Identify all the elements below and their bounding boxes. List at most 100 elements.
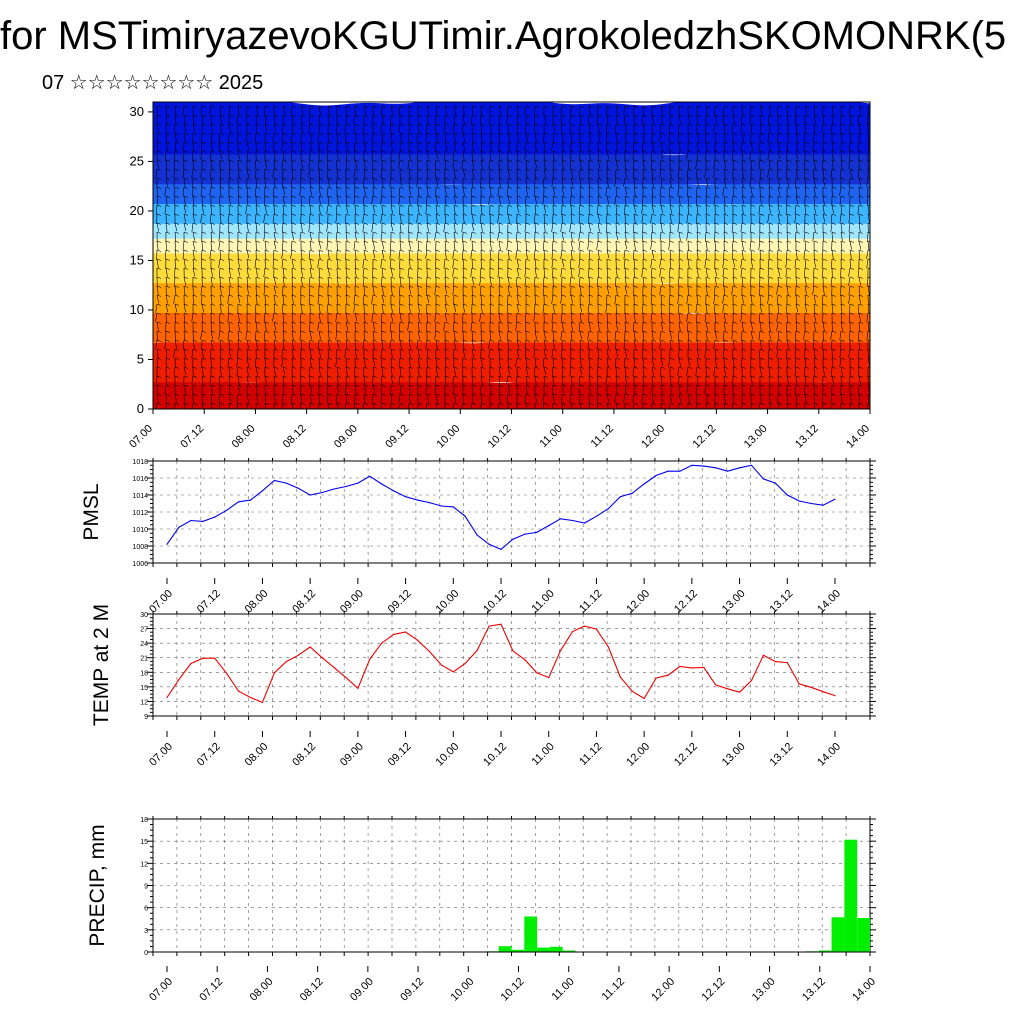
- wind-barb-flag: [687, 321, 693, 324]
- wind-barb-flag: [471, 348, 477, 351]
- wind-barb-flag: [246, 375, 252, 378]
- wind-barb: [632, 222, 635, 233]
- wind-barb: [588, 375, 591, 385]
- wind-barb-flag: [651, 258, 657, 261]
- wind-barb-flag: [588, 366, 594, 369]
- wind-barb-flag: [453, 213, 459, 216]
- wind-barb: [659, 330, 662, 341]
- wind-barb-flag: [498, 312, 504, 315]
- wind-barb: [237, 150, 241, 160]
- wind-barb-flag: [354, 123, 360, 126]
- wind-barb-flag: [363, 168, 369, 171]
- wind-barb: [659, 195, 662, 206]
- wind-barb: [696, 357, 699, 367]
- wind-barb: [605, 213, 608, 224]
- wind-barb-flag: [408, 330, 414, 333]
- wind-barb: [218, 258, 221, 268]
- wind-barb: [183, 285, 186, 296]
- wind-barb: [785, 168, 788, 179]
- wind-barb: [722, 294, 725, 304]
- wind-barb-flag: [210, 285, 216, 288]
- wind-barb-flag: [597, 258, 603, 261]
- wind-barb: [804, 276, 807, 286]
- wind-barb-flag: [525, 321, 531, 324]
- wind-barb-flag: [300, 294, 306, 297]
- wind-barb: [443, 258, 446, 269]
- wind-barb-flag: [336, 249, 342, 252]
- wind-barb: [524, 267, 527, 278]
- wind-barb-flag: [723, 267, 729, 270]
- wind-barb: [444, 348, 447, 359]
- wind-barb: [624, 384, 627, 395]
- wind-barb-flag: [183, 357, 189, 360]
- wind-barb: [228, 132, 230, 143]
- wind-barb-flag: [534, 258, 540, 261]
- wind-barb-flag: [255, 186, 261, 189]
- wind-barb-flag: [786, 150, 792, 153]
- wind-barb-flag: [741, 114, 747, 117]
- wind-barb-flag: [327, 366, 333, 369]
- wind-barb-flag: [381, 114, 387, 117]
- wind-barb-flag: [165, 339, 171, 342]
- wind-barb-flag: [228, 159, 234, 162]
- wind-barb: [749, 105, 752, 115]
- wind-barb-flag: [462, 267, 468, 270]
- wind-barb-flag: [372, 249, 378, 252]
- wind-barb-flag: [390, 267, 396, 270]
- wind-barb-flag: [300, 402, 306, 405]
- wind-barb: [453, 168, 456, 178]
- wind-barb: [650, 267, 653, 278]
- wind-barb: [579, 159, 582, 170]
- wind-barb-flag: [732, 321, 738, 324]
- wind-barb-flag: [525, 348, 531, 351]
- wind-barb-flag: [588, 168, 594, 171]
- wind-barb: [246, 141, 250, 151]
- wind-barb-flag: [444, 222, 450, 225]
- wind-barb-flag: [381, 204, 387, 207]
- wind-barb: [606, 123, 608, 134]
- wind-barb-flag: [453, 285, 459, 288]
- wind-barb: [219, 213, 222, 224]
- wind-barb-flag: [786, 213, 792, 216]
- wind-barb-flag: [741, 276, 747, 279]
- wind-barb-flag: [246, 141, 252, 144]
- wind-barb-flag: [480, 402, 486, 405]
- wind-barb: [786, 213, 789, 224]
- wind-barb-flag: [804, 114, 810, 117]
- wind-barb-flag: [732, 402, 738, 405]
- wind-barb: [606, 195, 609, 205]
- wind-barb: [417, 330, 421, 340]
- wind-barb: [686, 177, 689, 188]
- wind-barb-flag: [696, 357, 702, 360]
- wind-barb: [686, 249, 689, 260]
- wind-barb-flag: [795, 114, 801, 117]
- wind-barb: [686, 312, 689, 322]
- wind-barb-flag: [354, 159, 360, 162]
- wind-barb-flag: [426, 159, 432, 162]
- wind-barb-flag: [264, 393, 270, 396]
- wind-barb: [273, 231, 276, 241]
- wind-barb-flag: [741, 150, 747, 153]
- wind-barb: [696, 249, 699, 260]
- wind-barb-flag: [363, 276, 369, 279]
- wind-barb: [345, 204, 349, 214]
- wind-barb-flag: [318, 357, 324, 360]
- wind-barb-flag: [408, 321, 414, 324]
- wind-barb-flag: [201, 195, 207, 198]
- wind-barb: [471, 276, 475, 285]
- wind-barb: [435, 339, 438, 350]
- wind-barb-flag: [714, 249, 720, 252]
- wind-barb: [354, 348, 357, 358]
- wind-barb-flag: [642, 186, 648, 189]
- wind-barb-flag: [309, 195, 315, 198]
- wind-barb: [669, 168, 672, 178]
- wind-barb-flag: [264, 195, 270, 198]
- wind-barb: [542, 303, 545, 314]
- wind-barb-flag: [300, 366, 306, 369]
- wind-barb-flag: [750, 231, 756, 234]
- wind-barb-flag: [462, 366, 468, 369]
- wind-barb-flag: [327, 258, 333, 261]
- wind-barb-flag: [156, 366, 162, 369]
- wind-barb-flag: [633, 177, 639, 180]
- wind-barb-flag: [291, 186, 297, 189]
